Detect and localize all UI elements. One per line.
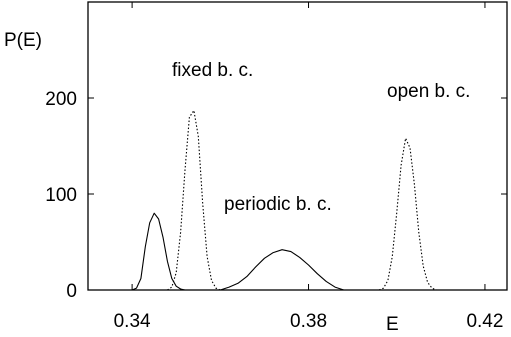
x-axis-label: E	[386, 314, 399, 335]
y-tick-label: 0	[66, 281, 77, 302]
plot-frame	[87, 1, 508, 291]
series-curve-1	[131, 212, 186, 291]
x-tick-label: 0.34	[114, 311, 151, 332]
y-axis-label: P(E)	[4, 30, 42, 51]
y-tick-label: 200	[45, 89, 77, 110]
annotation-periodic: periodic b. c.	[224, 194, 332, 215]
annotation-open: open b. c.	[387, 81, 470, 102]
series-curve-2	[167, 109, 221, 291]
series-curve-3	[220, 249, 344, 291]
annotation-fixed: fixed b. c.	[172, 60, 253, 81]
x-tick-label: 0.42	[466, 311, 503, 332]
x-tick-label: 0.38	[290, 311, 327, 332]
y-tick-label: 100	[45, 185, 77, 206]
series-curve-4	[378, 137, 437, 291]
